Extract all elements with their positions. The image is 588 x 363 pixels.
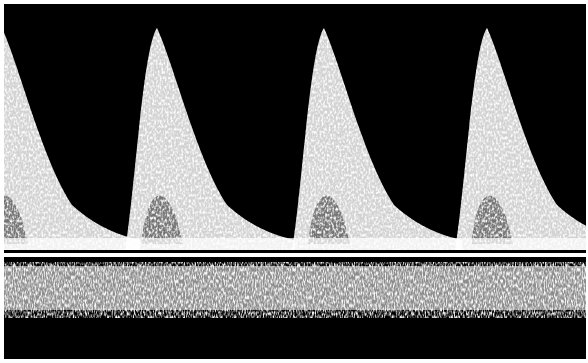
waveform-speckle (4, 28, 586, 250)
cardiac-cycle-speckle-4 (455, 28, 586, 250)
cardiac-cycle-speckle-2 (125, 28, 295, 250)
baseline (4, 253, 586, 257)
noise-band-core (4, 266, 586, 310)
cardiac-cycle-speckle-3 (292, 28, 462, 250)
cardiac-cycle-speckle-1 (4, 32, 140, 250)
baseline-gap (4, 258, 586, 261)
